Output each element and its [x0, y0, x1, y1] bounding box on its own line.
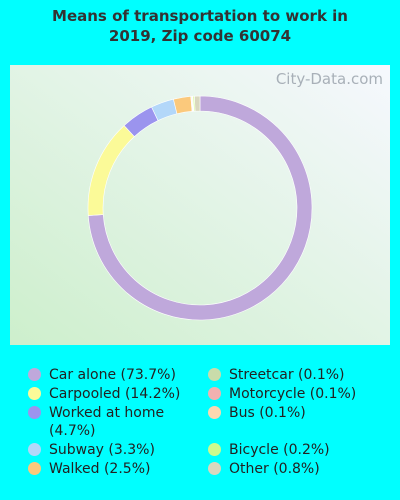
- legend-swatch: [28, 443, 41, 456]
- chart-title: Means of transportation to work in 2019,…: [52, 7, 348, 45]
- legend-item: Walked (2.5%): [28, 460, 208, 478]
- legend-item: Car alone (73.7%): [28, 366, 208, 384]
- legend-label: Carpooled (14.2%): [49, 386, 181, 402]
- legend-item: Subway (3.3%): [28, 441, 208, 459]
- donut-slice: [173, 96, 193, 115]
- legend-label: Worked at home (4.7%): [49, 405, 165, 439]
- legend-item: Other (0.8%): [208, 460, 388, 478]
- donut-slice: [194, 95, 201, 112]
- legend-label: Bicycle (0.2%): [229, 442, 330, 458]
- legend-label: Bus (0.1%): [229, 405, 306, 421]
- legend-label: Motorcycle (0.1%): [229, 386, 357, 402]
- legend-swatch: [208, 443, 221, 456]
- legend-swatch: [28, 462, 41, 475]
- legend-swatch: [208, 387, 221, 400]
- legend-item: Worked at home (4.7%): [28, 404, 208, 440]
- donut-slice: [87, 95, 313, 321]
- legend: Car alone (73.7%) Carpooled (14.2%) Worked…: [28, 366, 388, 478]
- legend-label: Streetcar (0.1%): [229, 367, 345, 383]
- legend-item: Bus (0.1%): [208, 404, 388, 440]
- legend-swatch: [208, 406, 221, 419]
- legend-label: Car alone (73.7%): [49, 367, 176, 383]
- legend-item: Streetcar (0.1%): [208, 366, 388, 384]
- legend-item: Bicycle (0.2%): [208, 441, 388, 459]
- legend-label: Other (0.8%): [229, 461, 320, 477]
- legend-swatch: [208, 368, 221, 381]
- legend-swatch: [28, 368, 41, 381]
- legend-item: Carpooled (14.2%): [28, 385, 208, 403]
- watermark: City-Data.com: [276, 70, 383, 88]
- legend-swatch: [28, 387, 41, 400]
- legend-item: Motorcycle (0.1%): [208, 385, 388, 403]
- legend-swatch: [28, 406, 41, 419]
- chart: City-Data.com: [10, 65, 390, 345]
- legend-swatch: [208, 462, 221, 475]
- legend-label: Subway (3.3%): [49, 442, 155, 458]
- plot-background: [10, 65, 390, 345]
- legend-label: Walked (2.5%): [49, 461, 151, 477]
